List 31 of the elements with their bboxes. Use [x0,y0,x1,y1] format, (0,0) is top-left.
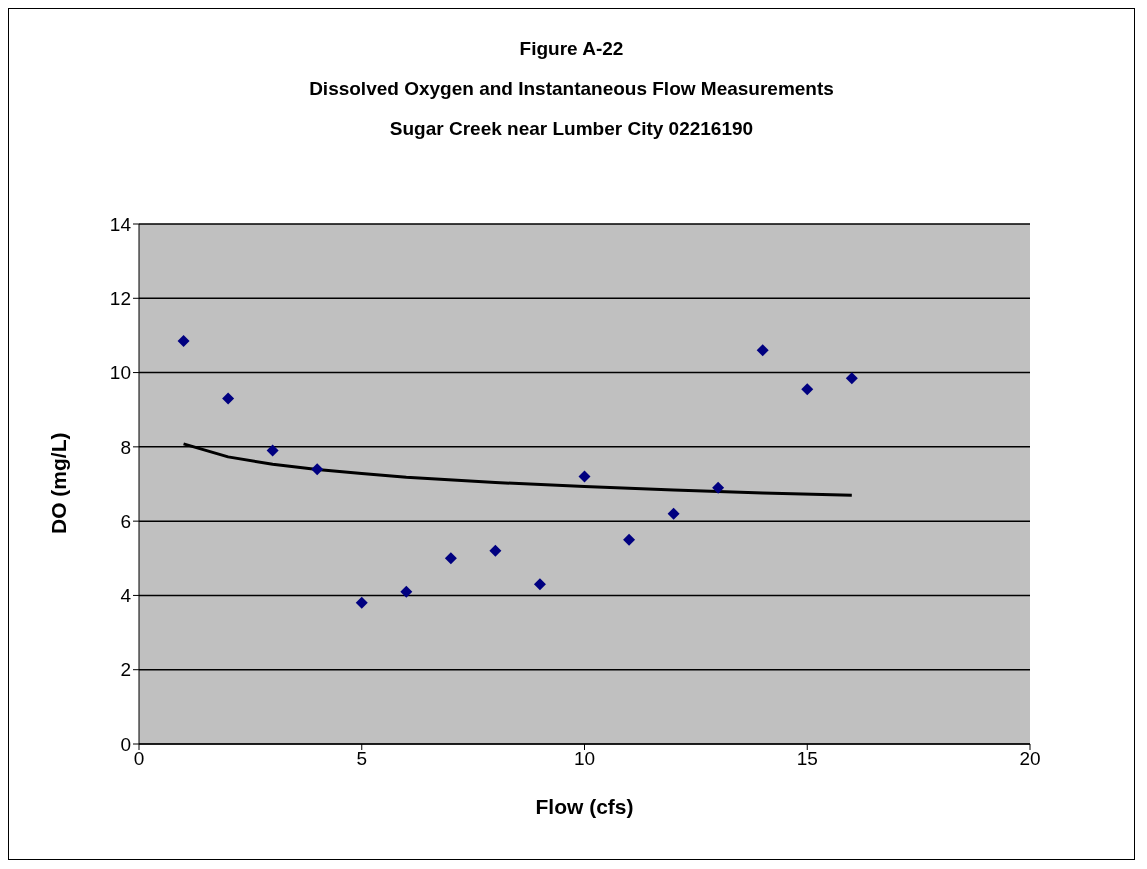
y-tick-label: 2 [120,659,131,681]
point [489,544,502,557]
point [667,507,680,520]
chart-title: Figure A-22 Dissolved Oxygen and Instantaneous Flow Measurements Sugar Creek near Lumber City 02216190 [308,37,835,141]
y-tick-label: 4 [120,585,132,607]
point [222,392,235,405]
y-tick-label: 0 [120,733,131,755]
point [623,533,636,546]
x-axis-title: Flow (cfs) [535,795,634,818]
point [311,463,324,476]
y-tick-label: 14 [109,213,132,235]
point [444,552,457,565]
y-tick-label: 10 [109,362,131,384]
x-tick-label: 5 [356,748,368,770]
y-axis-title: DO (mg/L) [47,432,71,534]
point [756,344,769,357]
point [578,470,591,483]
point [533,578,546,591]
y-tick-label: 12 [109,288,131,310]
x-tick-label: 20 [1019,748,1041,770]
point [177,335,190,347]
point [400,585,413,598]
point [801,383,814,396]
point [266,444,279,457]
y-tick-label: 8 [120,436,131,458]
x-tick-label: 10 [573,748,596,770]
point [355,596,368,609]
point [845,372,858,385]
y-tick-label: 6 [120,510,131,532]
point [712,481,725,494]
x-tick-label: 15 [796,748,818,770]
